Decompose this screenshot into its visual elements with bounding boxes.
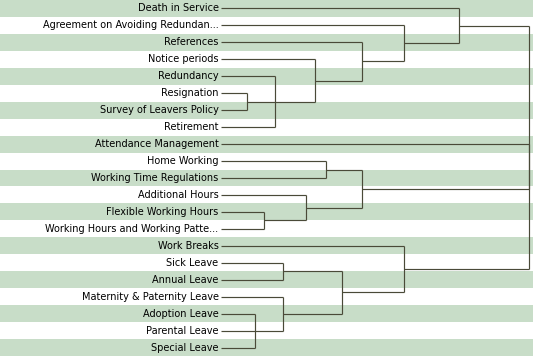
Text: Attendance Management: Attendance Management (95, 139, 219, 149)
Text: Flexible Working Hours: Flexible Working Hours (106, 207, 219, 217)
Bar (0, 169, 533, 187)
Bar (0, 187, 533, 203)
Text: References: References (164, 37, 219, 47)
Bar (0, 254, 533, 271)
Text: Notice periods: Notice periods (148, 54, 219, 64)
Text: Special Leave: Special Leave (151, 342, 219, 352)
Text: Adoption Leave: Adoption Leave (143, 309, 219, 319)
Text: Maternity & Paternity Leave: Maternity & Paternity Leave (82, 292, 219, 302)
Text: Parental Leave: Parental Leave (146, 326, 219, 336)
Text: Resignation: Resignation (161, 88, 219, 98)
Bar (0, 0, 533, 17)
Text: Working Hours and Working Patte...: Working Hours and Working Patte... (45, 224, 219, 234)
Bar (0, 237, 533, 254)
Bar (0, 153, 533, 169)
Bar (0, 339, 533, 356)
Text: Survey of Leavers Policy: Survey of Leavers Policy (100, 105, 219, 115)
Bar (0, 34, 533, 51)
Text: Redundancy: Redundancy (158, 71, 219, 81)
Bar (0, 119, 533, 136)
Bar (0, 136, 533, 153)
Bar (0, 203, 533, 220)
Text: Additional Hours: Additional Hours (138, 190, 219, 200)
Bar (0, 102, 533, 119)
Bar (0, 220, 533, 237)
Text: Working Time Regulations: Working Time Regulations (91, 173, 219, 183)
Bar (0, 85, 533, 102)
Text: Work Breaks: Work Breaks (158, 241, 219, 251)
Text: Annual Leave: Annual Leave (152, 275, 219, 285)
Text: Sick Leave: Sick Leave (166, 258, 219, 268)
Text: Death in Service: Death in Service (138, 4, 219, 14)
Bar (0, 271, 533, 288)
Text: Home Working: Home Working (147, 156, 219, 166)
Text: Agreement on Avoiding Redundan...: Agreement on Avoiding Redundan... (43, 20, 219, 30)
Bar (0, 68, 533, 85)
Bar (0, 288, 533, 305)
Bar (0, 322, 533, 339)
Bar (0, 305, 533, 322)
Bar (0, 51, 533, 68)
Bar (0, 17, 533, 34)
Text: Retirement: Retirement (164, 122, 219, 132)
